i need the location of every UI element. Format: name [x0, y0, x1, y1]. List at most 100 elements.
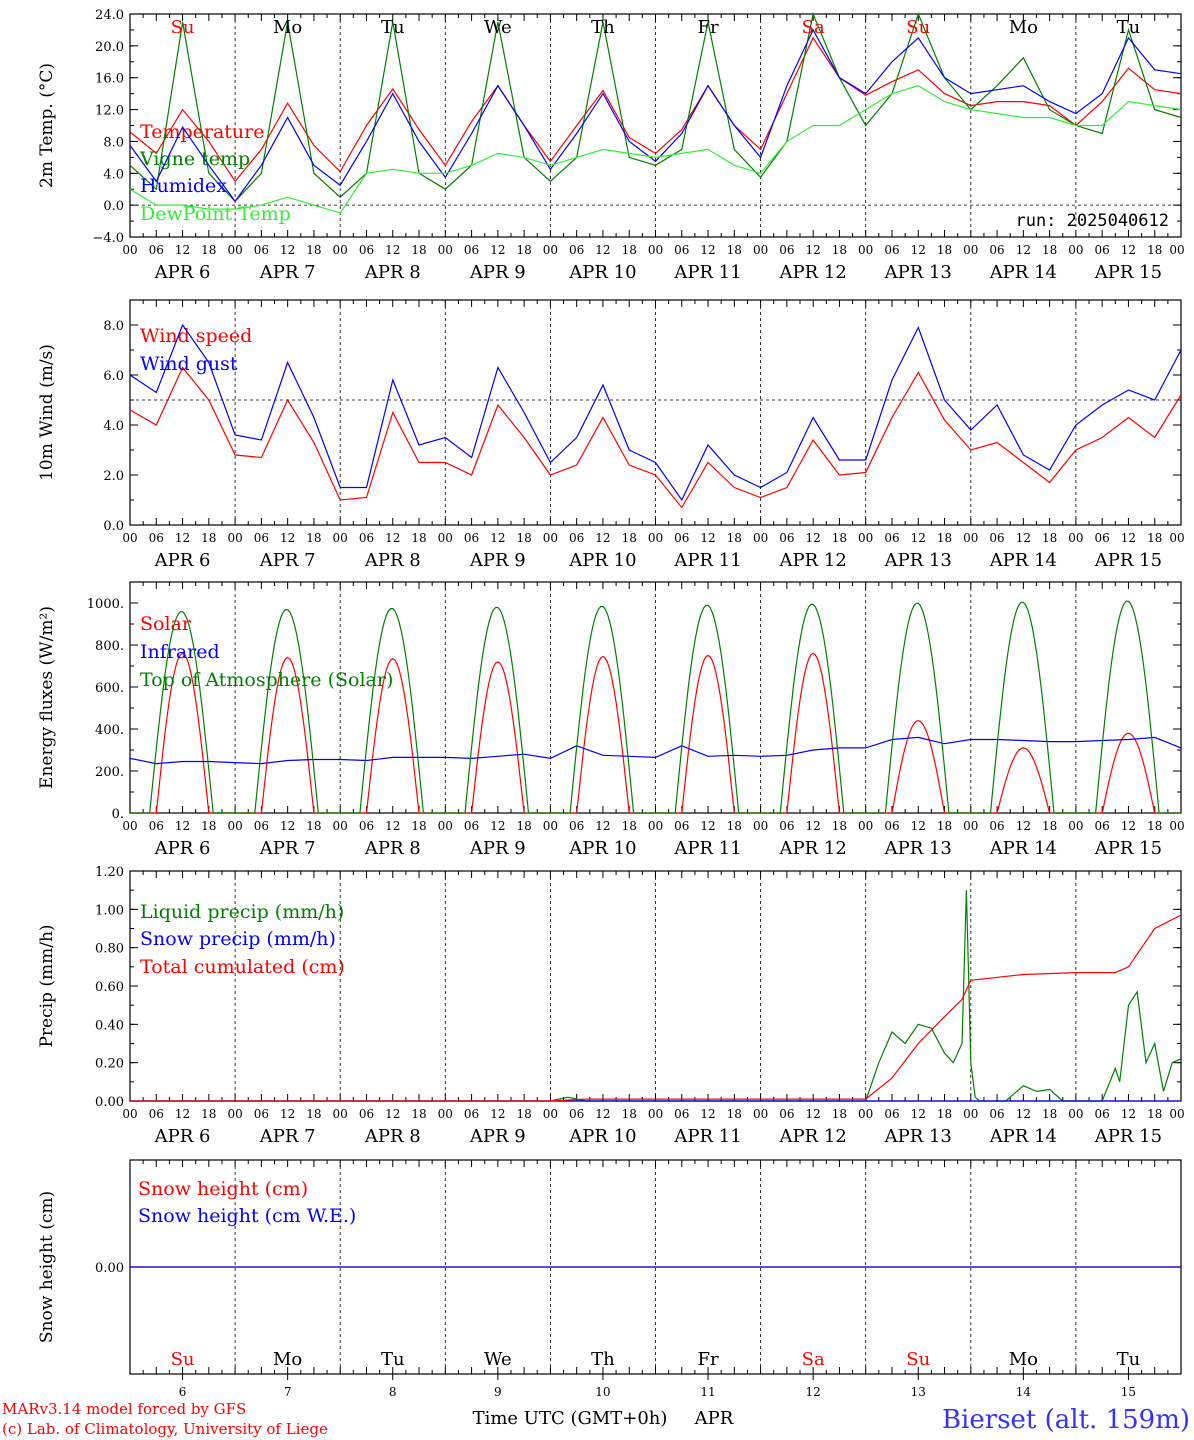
date-label: APR 12 [779, 1126, 847, 1147]
hour-label: 12 [806, 819, 821, 833]
hour-label: 06 [1095, 531, 1110, 545]
date-label: APR 15 [1094, 550, 1162, 571]
hour-label: 06 [884, 819, 899, 833]
legend-entry: Top of Atmosphere (Solar) [140, 669, 393, 691]
hour-label: 18 [201, 243, 216, 257]
hour-label: 00 [963, 1107, 978, 1121]
hour-label: 00 [963, 819, 978, 833]
y-tick-label: 1.20 [95, 865, 124, 880]
date-label: APR 12 [779, 262, 847, 283]
y-tick-label: −4.0 [92, 231, 124, 246]
model-credit: MARv3.14 model forced by GFS [2, 1400, 246, 1418]
hour-label: 00 [543, 531, 558, 545]
date-label: APR 7 [259, 262, 316, 283]
hour-label: 06 [674, 1107, 689, 1121]
y-tick-label: 0.80 [95, 942, 124, 957]
hour-label: 12 [175, 819, 190, 833]
hour-label: 06 [1095, 243, 1110, 257]
hour-label: 12 [595, 819, 610, 833]
hour-label: 00 [1169, 243, 1184, 257]
hour-label: 12 [911, 1107, 926, 1121]
date-label: APR 7 [259, 1126, 316, 1147]
weekday-label: Su [906, 1349, 930, 1370]
weekday-label: Su [171, 17, 195, 38]
hour-label: 06 [149, 243, 164, 257]
hour-label: 06 [1095, 1107, 1110, 1121]
series-line [129, 323, 1182, 502]
hour-label: 12 [1016, 1107, 1031, 1121]
weekday-label: Tu [381, 17, 405, 38]
date-label: APR 11 [673, 838, 741, 859]
day-number-label: 11 [700, 1385, 715, 1399]
weekday-label: Mo [273, 1349, 302, 1370]
hour-label: 18 [832, 531, 847, 545]
hour-label: 12 [806, 243, 821, 257]
hour-label: 18 [516, 243, 531, 257]
hour-label: 00 [227, 243, 242, 257]
panel-3: 1000. 800. 600. 400. 200. 0. Energy fluxes (W/… [37, 581, 1185, 859]
hour-label: 06 [989, 1107, 1004, 1121]
hour-label: 18 [727, 243, 742, 257]
y-tick-label: 4.0 [103, 167, 124, 182]
date-label: APR 8 [364, 550, 421, 571]
hour-label: 00 [648, 243, 663, 257]
weekday-label: Su [906, 17, 930, 38]
hour-label: 06 [884, 1107, 899, 1121]
station-title: Bierset (alt. 159m) [942, 1405, 1190, 1435]
y-tick-label: 0.0 [103, 519, 124, 534]
date-label: APR 6 [154, 550, 211, 571]
hour-label: 00 [1169, 1107, 1184, 1121]
weekday-label: Fr [698, 1349, 719, 1370]
weekday-label: Fr [698, 17, 719, 38]
hour-label: 18 [1147, 243, 1162, 257]
date-label: APR 14 [989, 262, 1057, 283]
hour-label: 12 [1016, 531, 1031, 545]
hour-label: 06 [779, 531, 794, 545]
hour-label: 00 [963, 531, 978, 545]
hour-label: 00 [333, 243, 348, 257]
hour-label: 12 [911, 819, 926, 833]
hour-label: 18 [622, 1107, 637, 1121]
legend-entry: Wind speed [140, 325, 252, 347]
hour-label: 06 [989, 819, 1004, 833]
hour-label: 12 [1016, 819, 1031, 833]
panel-1: 24.0 20.0 16.0 12.0 8.0 4.0 0.0 −4.0 2m Temp. (°… [37, 8, 1185, 283]
hour-label: 18 [516, 819, 531, 833]
hour-label: 00 [858, 1107, 873, 1121]
hour-label: 12 [595, 243, 610, 257]
hour-label: 00 [333, 1107, 348, 1121]
hour-label: 18 [937, 531, 952, 545]
hour-label: 00 [227, 1107, 242, 1121]
hour-label: 06 [779, 819, 794, 833]
y-tick-label: 0.20 [95, 1057, 124, 1072]
hour-label: 06 [254, 531, 269, 545]
legend-entry: Snow precip (mm/h) [140, 928, 336, 950]
hour-label: 06 [674, 531, 689, 545]
y-tick-label: 400. [95, 723, 124, 738]
hour-label: 06 [149, 531, 164, 545]
weekday-label: Mo [273, 17, 302, 38]
weekday-label: Mo [1009, 17, 1038, 38]
weekday-label: Tu [381, 1349, 405, 1370]
hour-label: 00 [122, 1107, 137, 1121]
hour-label: 06 [254, 819, 269, 833]
hour-label: 12 [175, 1107, 190, 1121]
y-tick-label: 8.0 [103, 319, 124, 334]
hour-label: 18 [832, 1107, 847, 1121]
hour-label: 12 [385, 819, 400, 833]
hour-label: 06 [569, 819, 584, 833]
hour-label: 12 [1121, 531, 1136, 545]
hour-label: 00 [438, 243, 453, 257]
hour-label: 18 [622, 243, 637, 257]
hour-label: 18 [1042, 819, 1057, 833]
panel-5: 0.00 Snow height (cm) Snow height (cm) Snow… [37, 1159, 1182, 1375]
weekday-label: Sa [802, 1349, 825, 1370]
hour-label: 00 [1068, 1107, 1083, 1121]
hour-label: 00 [1068, 243, 1083, 257]
y-tick-label: 0.60 [95, 980, 124, 995]
hour-label: 00 [1169, 819, 1184, 833]
date-label: APR 12 [779, 550, 847, 571]
hour-label: 12 [280, 1107, 295, 1121]
hour-label: 00 [1068, 819, 1083, 833]
